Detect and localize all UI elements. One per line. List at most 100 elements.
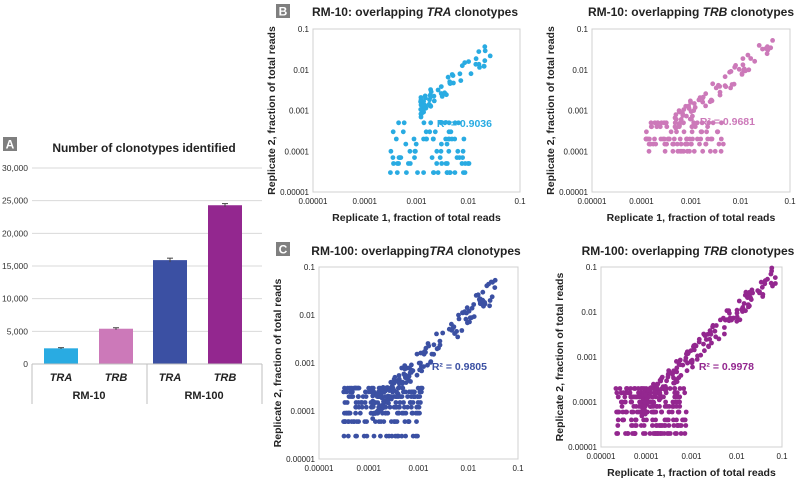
scatter-point (466, 161, 472, 166)
scatter-point (680, 113, 686, 118)
scatter-point (371, 433, 377, 439)
scatter-x-tick-label: 0.1 (514, 197, 526, 206)
scatter-point (429, 155, 435, 161)
scatter-point (672, 380, 677, 386)
scatter-point (387, 404, 393, 410)
scatter-point (418, 385, 424, 391)
scatter-point (743, 308, 748, 314)
scatter-point (417, 367, 422, 373)
scatter-x-axis-label: Replicate 1, fraction of total reads (332, 212, 501, 224)
scatter-point (446, 120, 452, 126)
scatter-x-tick-label: 0.00001 (578, 197, 607, 206)
scatter-point (378, 391, 384, 397)
scatter-point (368, 410, 374, 416)
scatter-point (396, 120, 401, 126)
scatter-panel-3: RM-100: overlappingTRA clonotypes 0.00001… (272, 244, 524, 473)
scatter-point (656, 397, 662, 403)
scatter-point (473, 293, 479, 298)
scatter-point (344, 389, 349, 395)
scatter-point (381, 419, 387, 424)
scatter-point (759, 284, 765, 290)
scatter-point (689, 129, 695, 135)
scatter-point (642, 408, 647, 414)
scatter-point (482, 58, 488, 64)
bar-chart-categories: TRA TRB TRA TRB (50, 372, 237, 384)
scatter-point (366, 385, 372, 391)
scatter-point (647, 404, 653, 409)
scatter-point (745, 302, 751, 307)
scatter-r2-annotation: R² = 0.9805 (432, 361, 487, 373)
scatter-point (456, 312, 461, 318)
scatter-point (418, 400, 423, 405)
scatter-point (467, 315, 473, 321)
scatter-point (412, 155, 417, 161)
bar-0 (44, 348, 78, 364)
scatter-point (435, 87, 441, 93)
scatter-point (468, 71, 474, 77)
scatter-point (422, 349, 427, 355)
scatter-y-tick-label: 0.01 (293, 66, 309, 75)
scatter-point (656, 423, 662, 428)
panel-label-c: C (276, 242, 290, 257)
scatter-point (672, 386, 677, 391)
scatter-point (392, 374, 398, 380)
scatter-point (654, 124, 660, 130)
scatter-point (393, 433, 398, 439)
scatter-r2-annotation: R² = 0.9036 (437, 118, 492, 130)
scatter-point (690, 113, 695, 119)
scatter-point (354, 419, 360, 424)
scatter-point (489, 294, 495, 300)
scatter-point (699, 120, 705, 126)
scatter-point (414, 351, 420, 357)
scatter-point (481, 63, 487, 69)
scatter-point (431, 351, 437, 357)
scatter-point (457, 71, 463, 77)
scatter-point (437, 338, 443, 344)
scatter-point (678, 141, 684, 147)
scatter-point (707, 328, 713, 334)
scatter-point (655, 431, 661, 436)
scatter-point (661, 386, 667, 391)
bar-category-label: TRA (50, 372, 73, 384)
scatter-point (682, 431, 688, 436)
scatter-point (473, 61, 479, 67)
scatter-point (473, 56, 479, 62)
scatter-point (654, 404, 660, 409)
scatter-point (353, 410, 358, 416)
bar-chart-bars (44, 203, 242, 364)
scatter-point (677, 362, 683, 368)
scatter-point (685, 141, 690, 147)
scatter-point (765, 276, 770, 282)
scatter-point (428, 360, 433, 365)
scatter-point (644, 136, 650, 142)
scatter-point (740, 305, 746, 310)
scatter-point (443, 136, 449, 142)
scatter-title-suffix: clonotypes (451, 5, 518, 19)
scatter-point (458, 78, 464, 83)
scatter-point (401, 400, 406, 405)
scatter-point (397, 381, 402, 386)
scatter-point (624, 386, 629, 391)
scatter-point (454, 329, 459, 334)
scatter-y-axis-label: Replicate 2, fraction of total reads (272, 279, 284, 448)
scatter-point (487, 303, 492, 309)
scatter-point (619, 404, 625, 409)
scatter-point (403, 380, 409, 385)
scatter-point (447, 79, 453, 85)
scatter-point (387, 388, 392, 393)
scatter-point (409, 362, 414, 368)
scatter-point (376, 385, 382, 391)
bar-chart-title: Number of clonotypes identified (52, 141, 235, 155)
scatter-point (692, 124, 698, 130)
scatter-point (651, 431, 656, 436)
scatter-title-prefix: RM-10: overlapping (588, 5, 703, 19)
scatter-point (657, 124, 663, 130)
scatter-point (631, 386, 637, 391)
scatter-point (772, 275, 778, 280)
scatter-point (636, 404, 642, 409)
scatter-plot-area (312, 28, 521, 193)
scatter-point (444, 92, 449, 98)
scatter-point (370, 416, 376, 421)
scatter-point (399, 433, 405, 439)
scatter-point (390, 155, 396, 161)
